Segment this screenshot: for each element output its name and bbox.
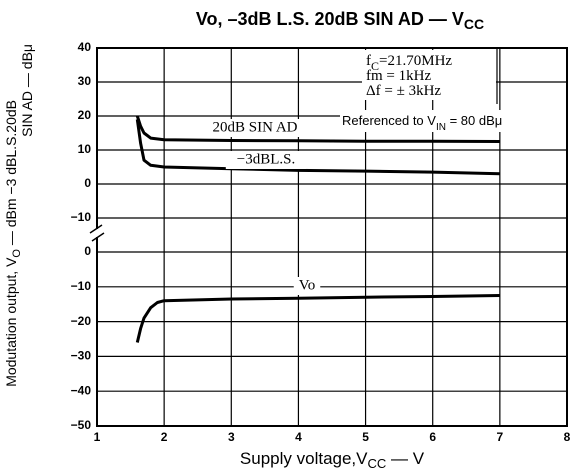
text-part: — dBm −3 dBL.S.20dB [3,100,19,249]
text: Modutation output, VO — dBm −3 dBL.S.20d… [3,100,23,387]
series-line [135,294,500,343]
series-label: Vo [299,277,315,293]
subscript: C [371,59,379,73]
y-tick-label: 20 [78,108,92,122]
text: fC=21.70MHz [366,53,452,72]
annotation-bg [362,50,496,100]
series-label: −3dBL.S. [237,151,295,167]
series-label-bg [225,151,307,169]
x-tick-label: 7 [497,430,504,444]
y-tick-label: −20 [71,314,92,328]
y-tick-label: 0 [84,244,91,258]
axis-break-gap [91,229,103,237]
x-tick-label: 6 [429,430,436,444]
text-part: Δf = ± 3kHz [366,83,441,99]
y-tick-label: −10 [71,279,92,293]
text-part: — V [386,449,424,468]
text-part: SIN AD — dBμ [19,44,35,137]
text-part: Modutation output, V [3,257,19,387]
y-tick-label: 30 [78,74,92,88]
axis-break [91,232,105,242]
text-part: = 80 dBμ [446,113,502,128]
text: Supply voltage,VCC — V [240,449,425,471]
text-part: f [366,53,371,69]
y-tick-label: −50 [71,418,92,432]
series-label-bg [293,277,321,295]
x-tick-label: 1 [94,430,101,444]
text-part: fm = 1kHz [366,68,431,84]
subscript: O [11,249,23,258]
x-tick-label: 2 [161,430,168,444]
subscript: CC [464,16,484,32]
text: SIN AD — dBμ [19,44,35,137]
y-tick-label: 10 [78,142,92,156]
text: fm = 1kHz [366,68,431,84]
y-tick-label: −40 [71,383,92,397]
axis-break [89,224,103,234]
text: Δf = ± 3kHz [366,83,441,99]
text-part: Vo, –3dB L.S. 20dB SIN AD — V [196,9,464,29]
x-tick-label: 3 [228,430,235,444]
y-tick-label: 0 [84,176,91,190]
text-part: Referenced to V [342,113,436,128]
subscript: CC [368,456,387,471]
text-part: =21.70MHz [379,53,452,69]
text-part: Supply voltage,V [240,449,368,468]
x-tick-label: 4 [295,430,302,444]
text: Vo, –3dB L.S. 20dB SIN AD — VCC [196,9,484,32]
text: Referenced to VIN = 80 dBμ [342,113,502,132]
series-line [135,119,500,176]
subscript: IN [436,122,446,133]
y-tick-label: −10 [71,210,92,224]
y-tick-label: 40 [78,40,92,54]
series-label-bg [201,119,309,137]
annotation-bg [340,110,566,132]
series-label: 20dB SIN AD [212,119,297,135]
y-tick-label: −30 [71,349,92,363]
x-tick-label: 8 [564,430,571,444]
x-tick-label: 5 [362,430,369,444]
series-line [135,115,500,143]
